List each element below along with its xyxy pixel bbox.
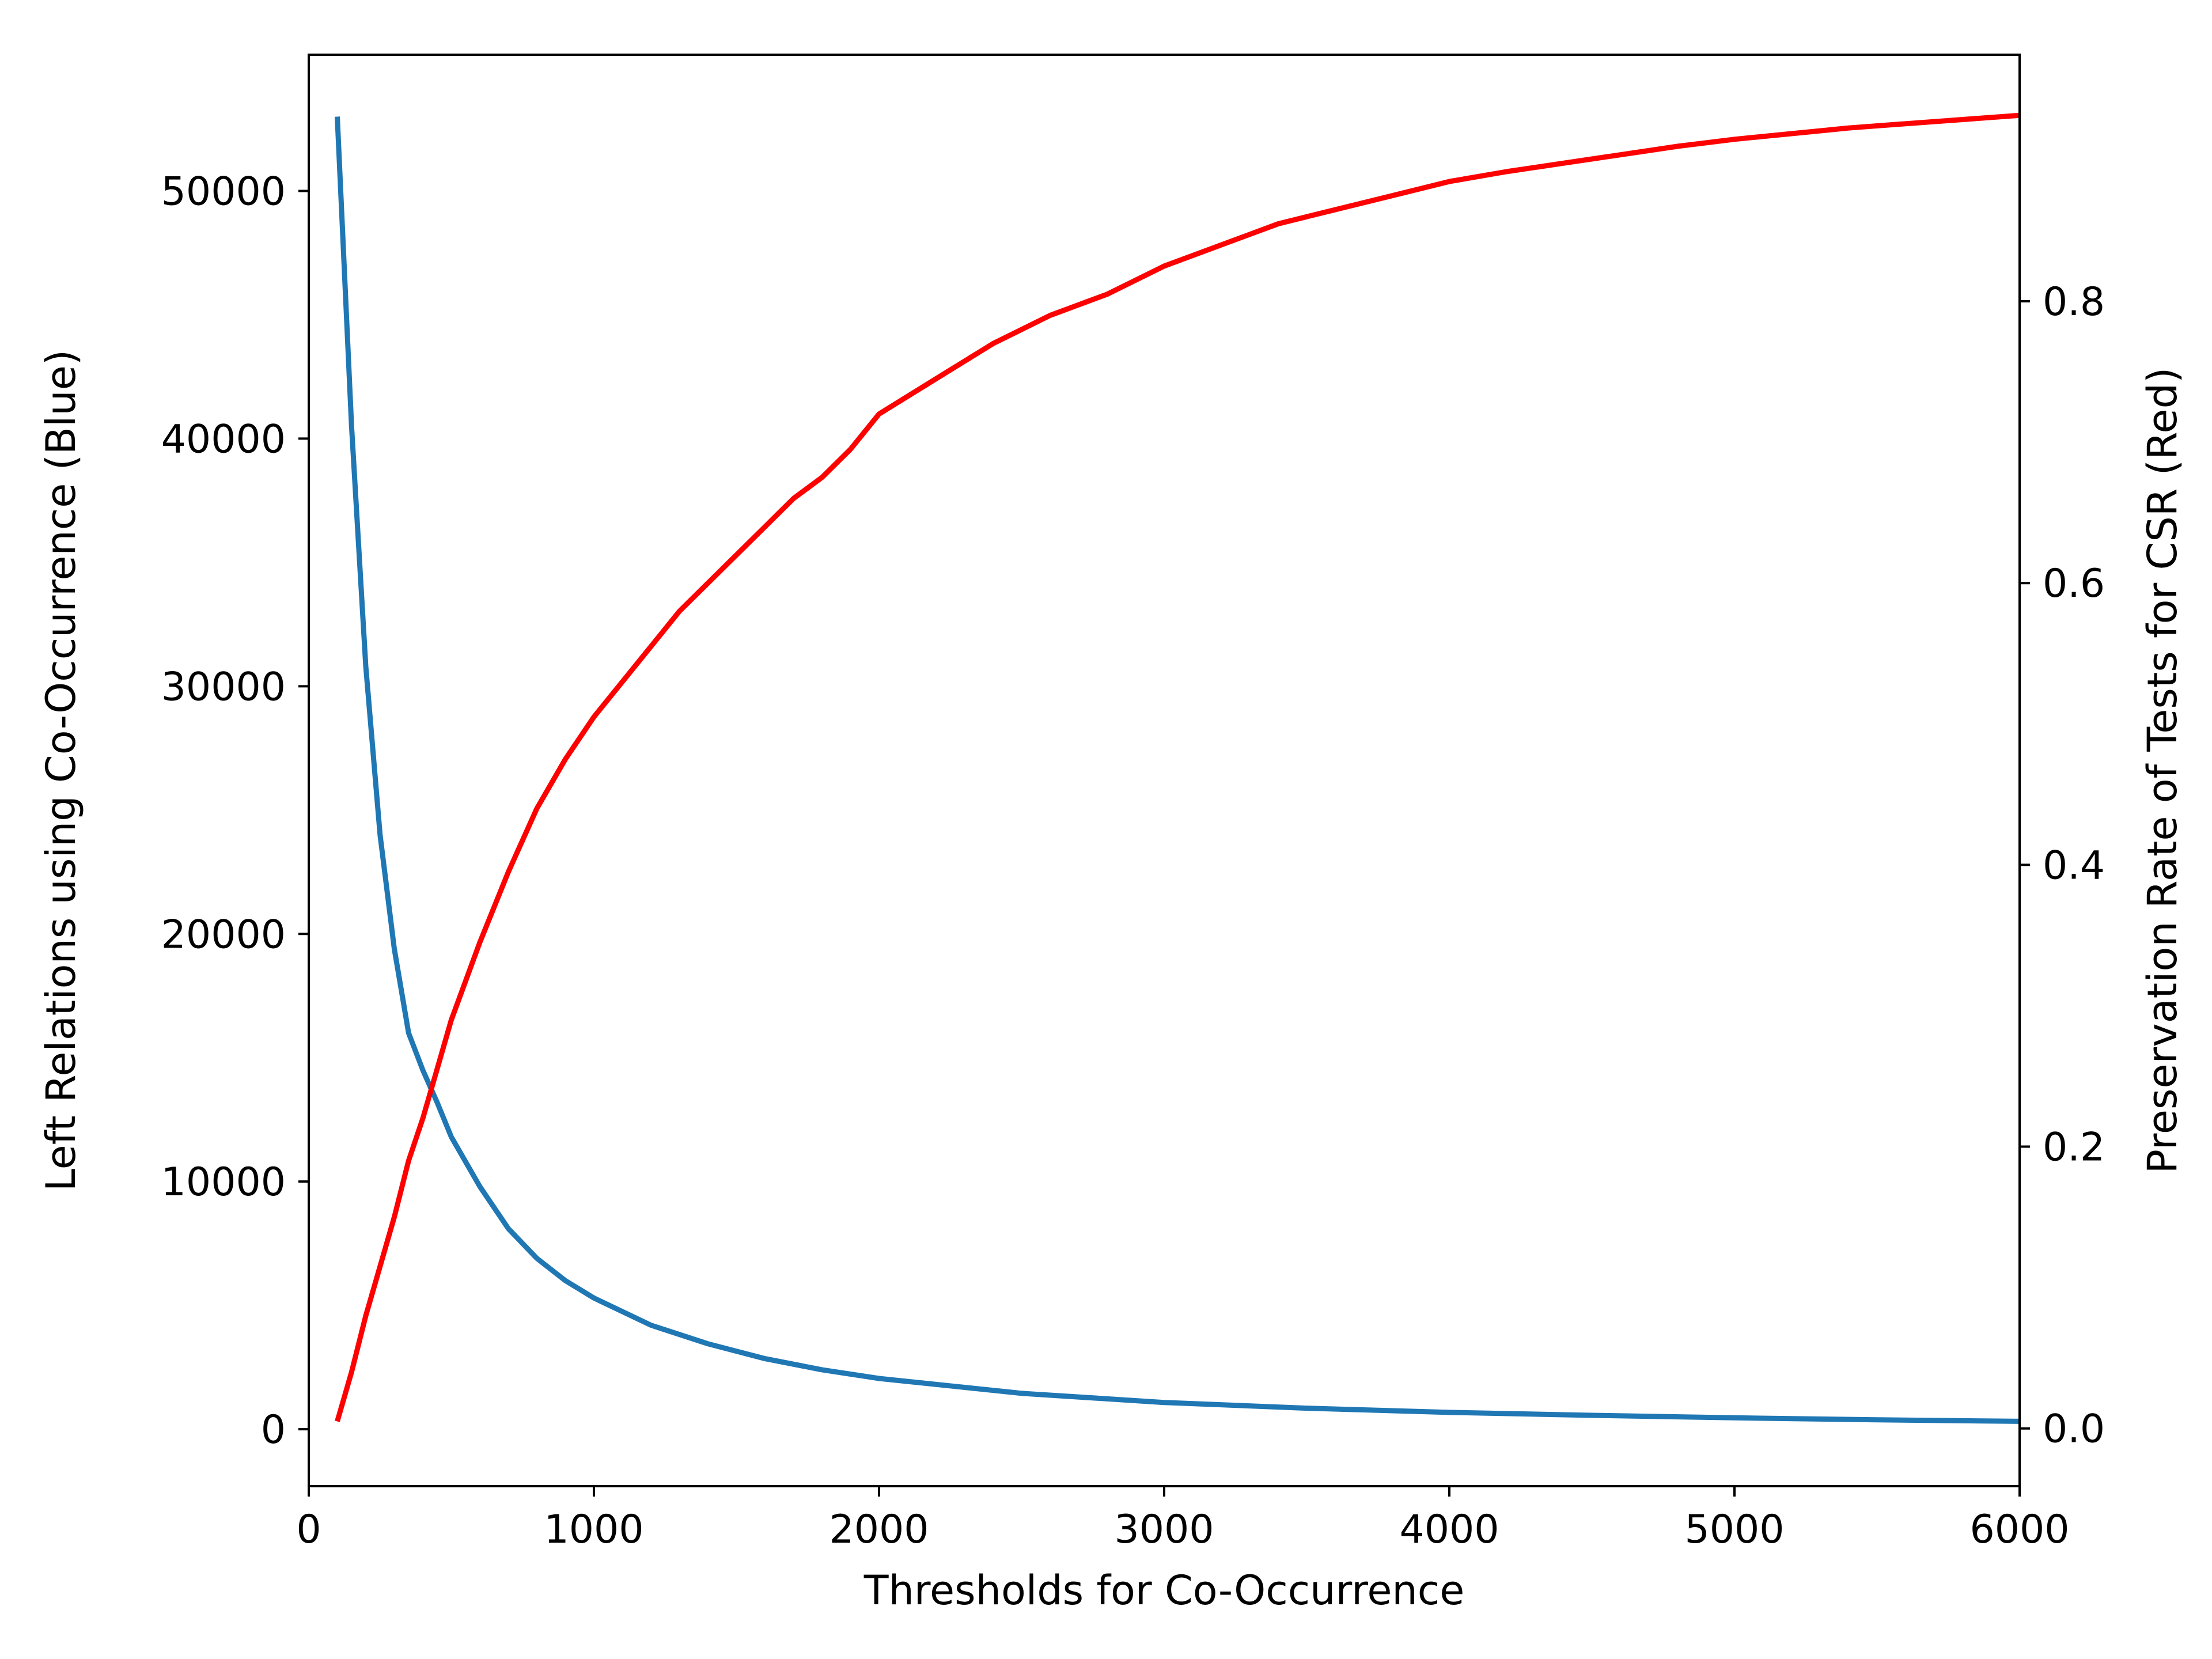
x-axis-title: Thresholds for Co-Occurrence (863, 1567, 1465, 1614)
left-y-tick-label: 20000 (161, 912, 286, 957)
right-y-tick-label: 0.4 (2043, 843, 2105, 888)
right-y-axis-title: Preservation Rate of Tests for CSR (Red) (2139, 368, 2186, 1174)
x-tick-label: 1000 (544, 1507, 643, 1552)
left-y-tick-label: 10000 (161, 1160, 286, 1205)
x-tick-label: 5000 (1684, 1507, 1784, 1552)
series-line-red-preservation-rate (335, 112, 2020, 1422)
series-line-blue-left-relations (335, 116, 2020, 1424)
left-y-axis-title: Left Relations using Co-Occurrence (Blue… (37, 350, 85, 1191)
x-tick-label: 2000 (829, 1507, 929, 1552)
left-y-tick-label: 50000 (161, 169, 286, 214)
left-y-tick-label: 30000 (161, 664, 286, 710)
x-tick-label: 6000 (1969, 1507, 2069, 1552)
right-y-tick-label: 0.0 (2043, 1407, 2105, 1452)
right-y-tick-label: 0.2 (2043, 1125, 2105, 1171)
x-tick-label: 3000 (1114, 1507, 1214, 1552)
axes-layer: 0 1000 2000 3000 4000 5000 6000 0 10000 20000 3000… (161, 54, 2105, 1552)
left-y-tick-label: 0 (261, 1407, 286, 1453)
series-layer (335, 112, 2020, 1424)
right-y-tick-label: 0.6 (2043, 561, 2105, 607)
plot-area (309, 55, 2020, 1486)
right-y-tick-label: 0.8 (2043, 279, 2105, 325)
x-tick-label: 4000 (1399, 1507, 1499, 1552)
plot-background (309, 55, 2020, 1486)
left-y-tick-label: 40000 (161, 416, 286, 462)
x-tick-label: 0 (296, 1507, 321, 1552)
